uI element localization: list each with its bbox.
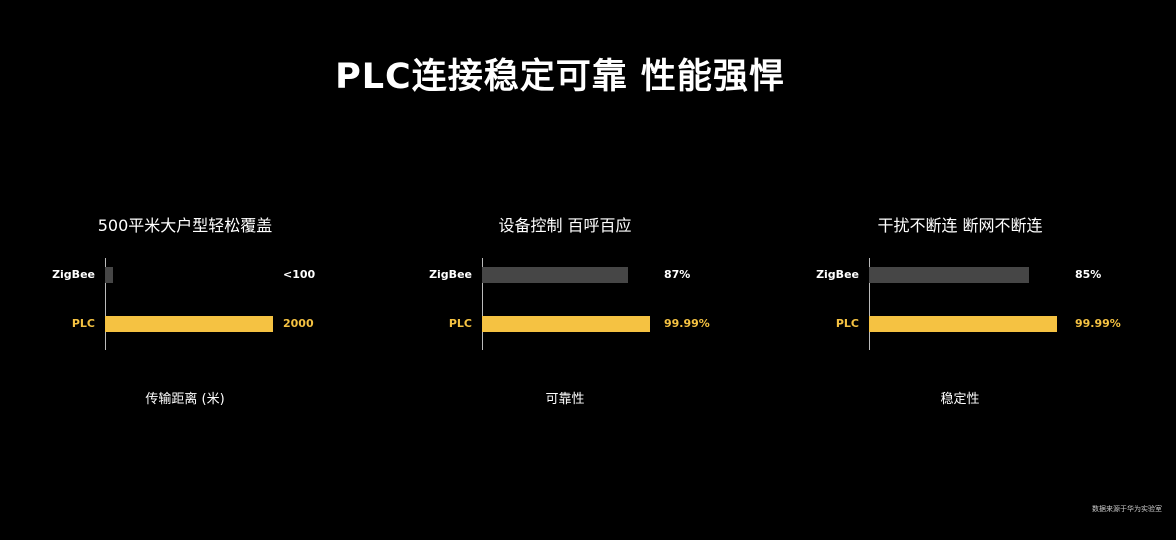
- category-label: PLC: [448, 317, 472, 330]
- axis-label: 稳定性: [940, 392, 980, 407]
- chart-axis: [482, 258, 483, 350]
- value-label: 99.99%: [1075, 317, 1121, 330]
- chart-title: 设备控制 百呼百应: [498, 216, 632, 235]
- chart-axis: [869, 258, 870, 350]
- bar-zigbee: [482, 267, 629, 283]
- value-label: 2000: [283, 317, 314, 330]
- footnote: 数据来源于华为实验室: [1092, 505, 1162, 513]
- bar-plc: [105, 316, 273, 332]
- category-label: PLC: [71, 317, 95, 330]
- bar-plc: [482, 316, 650, 332]
- value-label: 85%: [1075, 268, 1102, 281]
- chart-title: 干扰不断连 断网不断连: [877, 216, 1043, 235]
- page-title: PLC连接稳定可靠 性能强悍: [335, 57, 785, 97]
- category-label: ZigBee: [52, 268, 95, 281]
- value-label: <100: [283, 268, 316, 281]
- bar-zigbee: [869, 267, 1029, 283]
- bar-plc: [869, 316, 1057, 332]
- axis-label: 可靠性: [545, 392, 585, 407]
- category-label: PLC: [835, 317, 859, 330]
- value-label: 87%: [664, 268, 691, 281]
- axis-label: 传输距离 (米): [145, 392, 225, 407]
- category-label: ZigBee: [429, 268, 472, 281]
- chart-title: 500平米大户型轻松覆盖: [97, 216, 273, 235]
- category-label: ZigBee: [816, 268, 859, 281]
- chart-axis: [105, 258, 106, 350]
- bar-zigbee: [105, 267, 114, 283]
- value-label: 99.99%: [664, 317, 710, 330]
